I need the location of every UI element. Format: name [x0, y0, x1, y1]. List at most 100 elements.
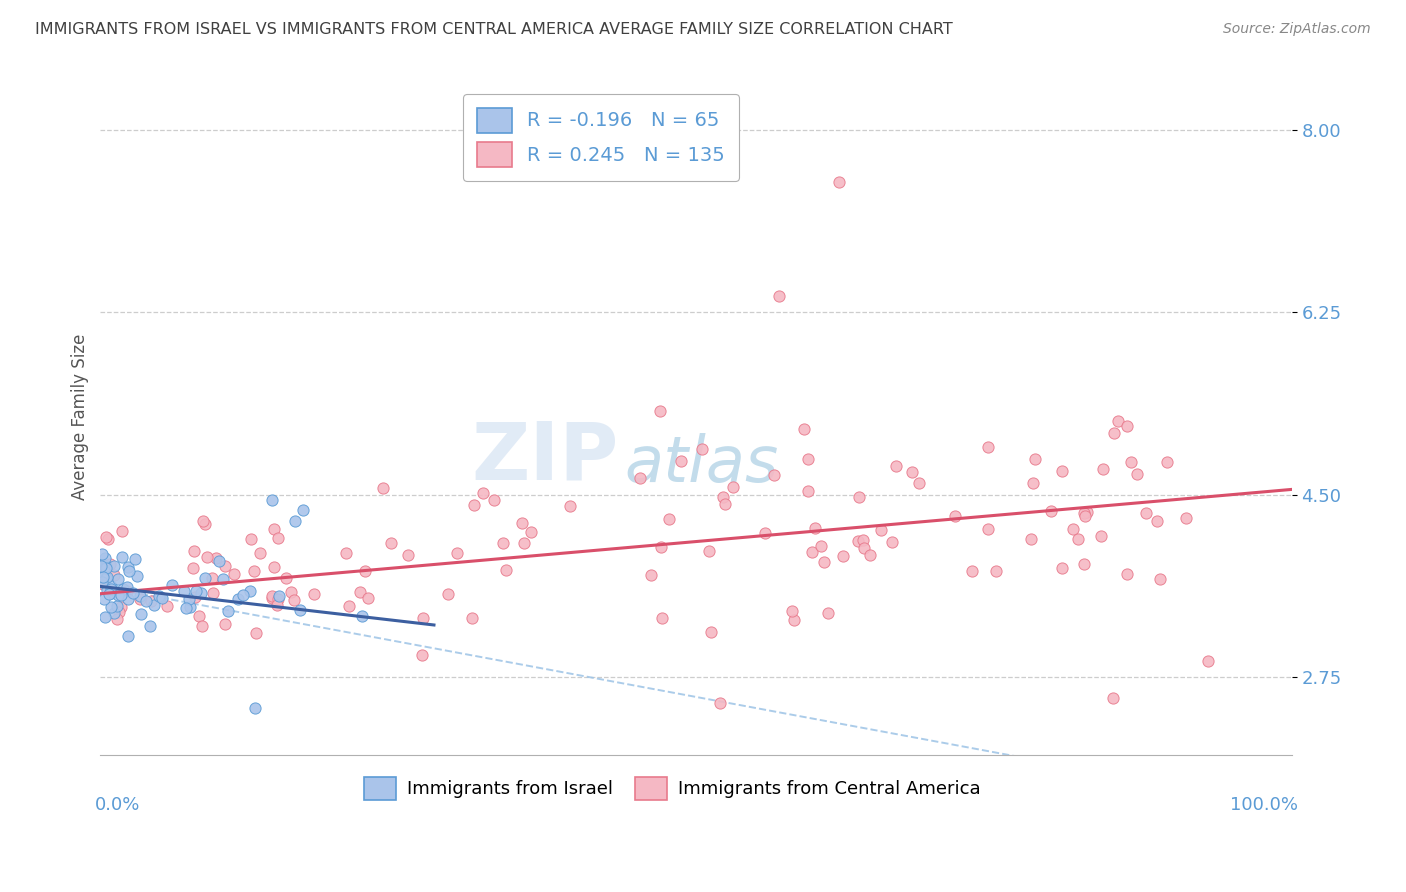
Point	[129, 592, 152, 607]
Point	[177, 591, 200, 606]
Point	[214, 559, 236, 574]
Point	[121, 586, 143, 600]
Point	[110, 524, 132, 538]
Point	[262, 591, 284, 605]
Point	[669, 454, 692, 468]
Point	[222, 567, 245, 582]
Text: Source: ZipAtlas.com: Source: ZipAtlas.com	[1223, 22, 1371, 37]
Point	[194, 571, 217, 585]
Point	[628, 471, 651, 485]
Point	[495, 563, 517, 577]
Point	[97, 532, 120, 546]
Point	[94, 610, 117, 624]
Point	[292, 503, 315, 517]
Point	[976, 440, 998, 454]
Point	[117, 592, 139, 607]
Point	[817, 606, 839, 620]
Point	[763, 468, 786, 483]
Point	[357, 591, 380, 605]
Point	[960, 564, 983, 578]
Point	[183, 590, 205, 604]
Point	[194, 517, 217, 532]
Point	[100, 586, 122, 600]
Point	[436, 587, 458, 601]
Point	[396, 549, 419, 563]
Point	[853, 541, 876, 555]
Point	[793, 422, 815, 436]
Point	[129, 607, 152, 622]
Point	[1039, 504, 1062, 518]
Point	[1115, 419, 1137, 434]
Point	[1092, 461, 1115, 475]
Point	[848, 490, 870, 504]
Point	[1090, 529, 1112, 543]
Point	[249, 545, 271, 559]
Point	[1050, 464, 1073, 478]
Point	[801, 545, 824, 559]
Text: ZIP: ZIP	[471, 418, 619, 496]
Point	[354, 565, 377, 579]
Point	[111, 582, 134, 597]
Point	[650, 404, 672, 418]
Point	[977, 522, 1000, 536]
Point	[1022, 475, 1045, 490]
Point	[796, 452, 818, 467]
Point	[184, 583, 207, 598]
Point	[714, 497, 737, 511]
Point	[107, 572, 129, 586]
Point	[208, 554, 231, 568]
Point	[90, 559, 112, 574]
Point	[105, 612, 128, 626]
Point	[96, 571, 118, 585]
Point	[226, 591, 249, 606]
Point	[135, 593, 157, 607]
Point	[181, 561, 204, 575]
Point	[304, 587, 326, 601]
Point	[1074, 509, 1097, 524]
Point	[93, 591, 115, 606]
Point	[142, 598, 165, 612]
Point	[90, 557, 112, 571]
Point	[263, 522, 285, 536]
Point	[111, 549, 134, 564]
Text: IMMIGRANTS FROM ISRAEL VS IMMIGRANTS FROM CENTRAL AMERICA AVERAGE FAMILY SIZE CO: IMMIGRANTS FROM ISRAEL VS IMMIGRANTS FRO…	[35, 22, 953, 37]
Point	[160, 578, 183, 592]
Point	[262, 589, 284, 603]
Point	[1121, 455, 1143, 469]
Point	[174, 601, 197, 615]
Point	[651, 610, 673, 624]
Point	[813, 555, 835, 569]
Text: 0.0%: 0.0%	[94, 796, 139, 814]
Point	[98, 587, 121, 601]
Point	[115, 583, 138, 598]
Point	[103, 558, 125, 573]
Point	[907, 476, 929, 491]
Point	[484, 492, 506, 507]
Point	[512, 516, 534, 530]
Point	[149, 591, 172, 605]
Point	[150, 591, 173, 606]
Point	[148, 589, 170, 603]
Point	[105, 599, 128, 613]
Point	[1062, 522, 1084, 536]
Point	[107, 588, 129, 602]
Point	[882, 535, 904, 549]
Point	[870, 523, 893, 537]
Point	[90, 547, 112, 561]
Point	[335, 546, 357, 560]
Point	[195, 550, 218, 565]
Point	[1073, 558, 1095, 572]
Point	[380, 536, 402, 550]
Point	[699, 624, 721, 639]
Point	[1024, 452, 1046, 467]
Point	[810, 539, 832, 553]
Point	[828, 175, 851, 189]
Point	[91, 577, 114, 591]
Point	[1197, 655, 1219, 669]
Point	[1126, 467, 1149, 481]
Point	[110, 600, 132, 615]
Point	[266, 598, 288, 612]
Point	[1102, 425, 1125, 440]
Point	[884, 459, 907, 474]
Point	[100, 599, 122, 614]
